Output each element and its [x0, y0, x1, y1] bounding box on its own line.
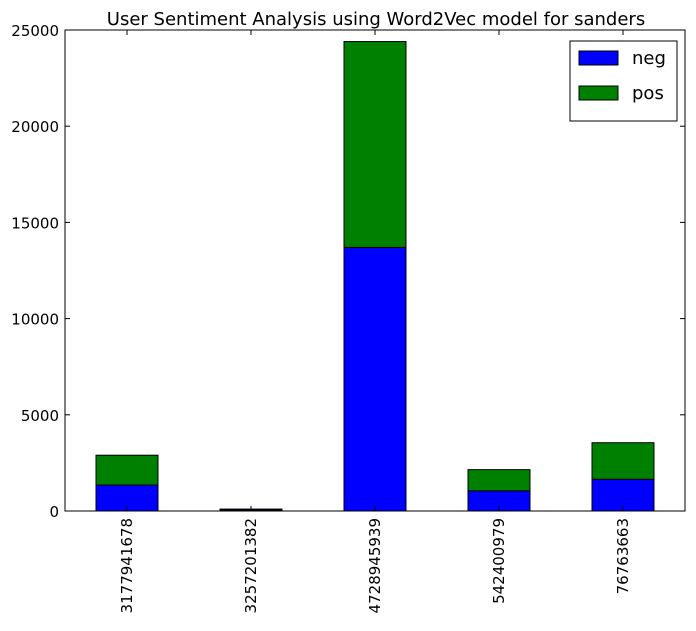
x-tick-label: 76763663	[614, 518, 632, 594]
x-tick-label: 3257201382	[242, 518, 260, 613]
bars-layer	[95, 41, 655, 512]
legend-label-pos: pos	[632, 83, 664, 104]
chart-title: User Sentiment Analysis using Word2Vec m…	[107, 9, 645, 30]
y-tick-label: 20000	[11, 118, 59, 136]
bar-pos-4	[591, 442, 655, 480]
bar-pos-0	[95, 454, 159, 486]
y-tick-label: 5000	[21, 407, 59, 425]
x-axis: 3177941678 3257201382 4728945939 542400979 7…	[118, 30, 632, 613]
legend-swatch-pos	[578, 85, 619, 101]
x-tick-label: 542400979	[490, 518, 508, 604]
legend-label-neg: neg	[632, 48, 666, 69]
y-tick-label: 10000	[11, 311, 59, 329]
y-tick-label: 15000	[11, 214, 59, 232]
legend-swatch-neg	[578, 50, 619, 66]
y-axis: 0 5000 10000 15000 20000 25000	[11, 22, 685, 521]
bar-neg-2	[343, 246, 407, 512]
x-tick-label: 3177941678	[118, 518, 136, 613]
bar-pos-3	[467, 469, 531, 492]
x-tick-label: 4728945939	[366, 518, 384, 613]
bar-pos-2	[343, 41, 407, 248]
y-tick-label: 0	[49, 503, 59, 521]
y-tick-label: 25000	[11, 22, 59, 40]
legend: neg pos	[569, 40, 678, 122]
